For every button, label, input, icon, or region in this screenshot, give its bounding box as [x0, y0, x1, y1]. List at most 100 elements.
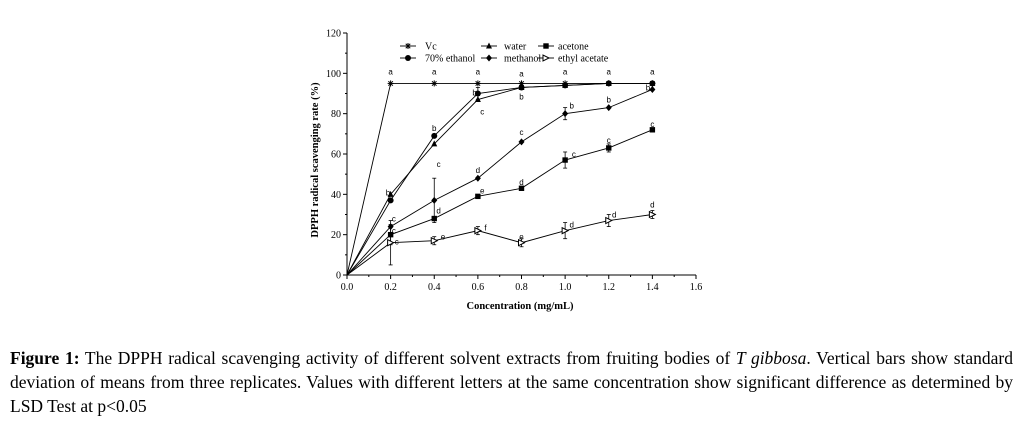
- series-methanol: [346, 85, 656, 276]
- marker-shape: [387, 197, 394, 204]
- x-tick-label: 0.2: [384, 282, 397, 293]
- series-line: [346, 89, 653, 276]
- legend-label: methanol: [504, 54, 541, 65]
- x-tick-label: 0.4: [428, 282, 441, 293]
- marker-shape: [648, 210, 657, 219]
- y-tick-label: 60: [331, 150, 341, 161]
- significance-letter: c: [607, 136, 611, 145]
- legend-label: acetone: [558, 42, 589, 53]
- legend-item: water: [481, 42, 527, 53]
- significance-letter: c: [395, 238, 399, 247]
- caption-label: Figure 1:: [10, 348, 80, 368]
- marker-shape: [649, 127, 656, 133]
- data-point: [431, 196, 438, 204]
- marker-shape: [387, 238, 395, 247]
- significance-letter: d: [519, 178, 523, 187]
- figure-caption: Figure 1: The DPPH radical scavenging ac…: [10, 346, 1013, 418]
- marker-shape: [474, 174, 481, 182]
- data-point: [387, 190, 394, 197]
- legend-marker: [486, 42, 492, 49]
- data-point: [518, 138, 525, 146]
- significance-letter: a: [607, 67, 612, 76]
- x-axis-label: Concentration (mg/mL): [466, 301, 574, 312]
- significance-letter: b: [569, 102, 574, 111]
- marker-shape: [518, 84, 525, 91]
- significance-letter: d: [476, 166, 480, 175]
- series-line: [346, 82, 653, 276]
- y-tick-label: 40: [331, 190, 341, 201]
- data-point: [431, 132, 438, 139]
- marker-stroke: [388, 80, 394, 87]
- legend-label: Vc: [425, 42, 437, 53]
- marker-shape: [605, 104, 612, 112]
- data-point: [649, 85, 656, 93]
- data-point: [387, 80, 394, 87]
- data-point: [474, 90, 481, 97]
- caption-text-1: The DPPH radical scavenging activity of …: [79, 348, 736, 368]
- legend-label: ethyl acetate: [558, 54, 609, 65]
- legend-marker: [542, 54, 551, 62]
- data-point: [648, 210, 657, 219]
- significance-letter: d: [436, 206, 440, 215]
- legend-item: 70% ethanol: [400, 54, 475, 65]
- x-tick-label: 0.8: [515, 282, 528, 293]
- marker-shape: [431, 140, 438, 147]
- y-tick-label: 100: [326, 69, 341, 80]
- significance-letter: b: [386, 188, 391, 197]
- significance-letter: f: [484, 224, 487, 233]
- marker-shape: [486, 54, 492, 62]
- marker-shape: [486, 42, 492, 49]
- marker-stroke: [431, 80, 437, 87]
- marker-shape: [605, 80, 612, 87]
- data-point: [518, 185, 525, 191]
- data-point: [431, 80, 438, 87]
- significance-letter: e: [441, 233, 446, 242]
- legend-label: water: [504, 42, 527, 53]
- significance-letter: c: [480, 108, 484, 117]
- x-tick-label: 1.2: [603, 282, 616, 293]
- data-point: [387, 238, 395, 247]
- chart-axes: 0.0 0.2 0.4 0.6 0.8 1.0 1.2 1.4 1.6 0 20 40 60 80 100 1…: [326, 29, 702, 294]
- significance-letter: a: [650, 67, 655, 76]
- data-point: [430, 236, 439, 245]
- x-tick-label: 1.6: [690, 282, 703, 293]
- significance-letter: c: [392, 215, 396, 224]
- significance-letter: b: [607, 96, 612, 105]
- marker-shape: [606, 145, 612, 151]
- significance-letter: c: [520, 128, 524, 137]
- significance-letter: a: [563, 67, 568, 76]
- series-line: [346, 82, 653, 276]
- legend-item: ethyl acetate: [538, 54, 609, 65]
- data-point: [606, 145, 612, 151]
- series-ethyl-acetate: [346, 210, 657, 276]
- data-point: [518, 238, 526, 247]
- legend-marker: [543, 43, 549, 49]
- significance-letter: c: [650, 120, 654, 129]
- series-line: [346, 214, 653, 276]
- marker-shape: [431, 196, 438, 204]
- significance-letter: b: [432, 124, 437, 133]
- y-tick-label: 0: [336, 271, 341, 282]
- legend-marker: [405, 43, 411, 49]
- marker-shape: [605, 216, 613, 225]
- caption-species: T gibbosa: [735, 348, 807, 368]
- x-tick-label: 1.0: [559, 282, 572, 293]
- legend-item: Vc: [400, 42, 437, 53]
- marker-shape: [474, 90, 481, 97]
- marker-stroke: [405, 43, 411, 49]
- legend-label: 70% ethanol: [425, 54, 475, 65]
- data-point: [562, 157, 568, 163]
- data-point: [649, 80, 656, 87]
- y-tick-label: 80: [331, 109, 341, 120]
- series-line: [346, 82, 653, 276]
- significance-letter: a: [476, 67, 481, 76]
- legend-marker: [405, 55, 411, 61]
- marker-shape: [430, 236, 439, 245]
- data-point: [474, 226, 482, 235]
- data-point: [605, 104, 612, 112]
- significance-letter: a: [519, 69, 524, 78]
- marker-shape: [543, 43, 549, 49]
- legend-item: acetone: [538, 42, 589, 53]
- data-point: [475, 193, 481, 200]
